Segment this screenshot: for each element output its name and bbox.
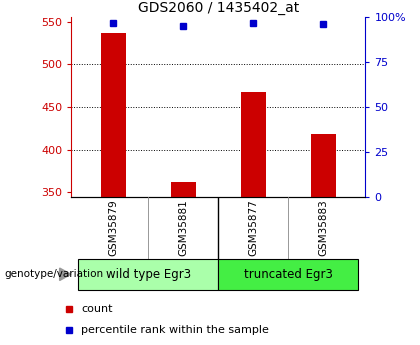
Bar: [311, 134, 336, 197]
Bar: [218, 259, 358, 290]
Text: percentile rank within the sample: percentile rank within the sample: [81, 325, 269, 335]
Text: count: count: [81, 304, 113, 314]
Text: GSM35883: GSM35883: [318, 199, 328, 256]
Bar: [101, 33, 126, 197]
Text: GSM35877: GSM35877: [248, 199, 258, 256]
Title: GDS2060 / 1435402_at: GDS2060 / 1435402_at: [138, 1, 299, 15]
Text: wild type Egr3: wild type Egr3: [106, 268, 191, 281]
Text: GSM35879: GSM35879: [108, 199, 118, 256]
Text: GSM35881: GSM35881: [178, 199, 189, 256]
Polygon shape: [60, 268, 71, 280]
Text: genotype/variation: genotype/variation: [4, 269, 103, 279]
Text: truncated Egr3: truncated Egr3: [244, 268, 333, 281]
Bar: [171, 182, 196, 197]
Bar: [241, 91, 266, 197]
Bar: [79, 259, 218, 290]
